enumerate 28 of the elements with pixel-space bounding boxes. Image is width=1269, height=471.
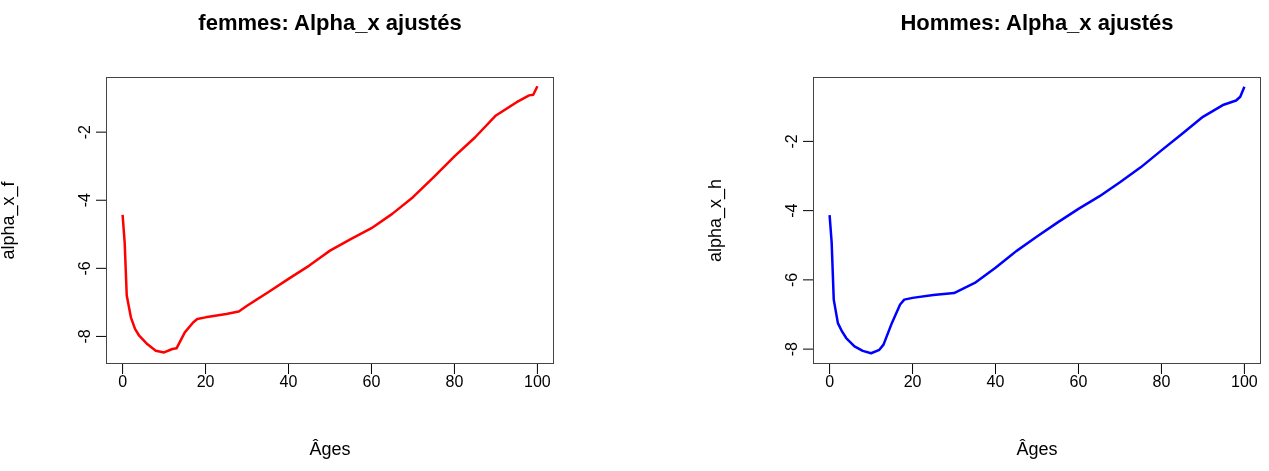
x-tick-label: 100: [1231, 373, 1258, 391]
line-series: [828, 85, 1246, 355]
y-tick-label: -6: [783, 272, 800, 287]
y-tick-label: -2: [76, 124, 93, 140]
x-tick-label: 40: [986, 373, 1005, 391]
y-axis-title: alpha_x_h: [705, 178, 727, 263]
x-tick-label: 60: [1069, 373, 1088, 391]
line-series: [121, 84, 539, 354]
chart-title: Hommes: Alpha_x ajustés: [899, 10, 1175, 36]
x-tick-label: 0: [825, 373, 835, 391]
x-tick-label: 80: [445, 373, 464, 391]
x-axis-title: Âges: [309, 439, 351, 459]
y-tick-label: -8: [783, 341, 800, 357]
x-tick-label: 0: [118, 373, 128, 391]
chart-title: femmes: Alpha_x ajustés: [197, 10, 463, 36]
y-tick-label: -6: [76, 261, 93, 276]
y-tick-label: -4: [783, 203, 800, 218]
y-tick-label: -8: [76, 329, 93, 344]
x-tick-label: 20: [903, 373, 922, 391]
y-tick-label: -4: [76, 193, 93, 208]
y-tick-label: -2: [783, 134, 800, 149]
x-tick-label: 100: [524, 373, 551, 391]
x-tick-label: 40: [279, 373, 298, 391]
x-tick-label: 80: [1152, 373, 1171, 391]
x-axis-title: Âges: [1016, 439, 1058, 459]
x-tick-label: 20: [196, 373, 215, 391]
y-axis-title: alpha_x_f: [0, 180, 20, 260]
x-tick-label: 60: [362, 373, 381, 391]
